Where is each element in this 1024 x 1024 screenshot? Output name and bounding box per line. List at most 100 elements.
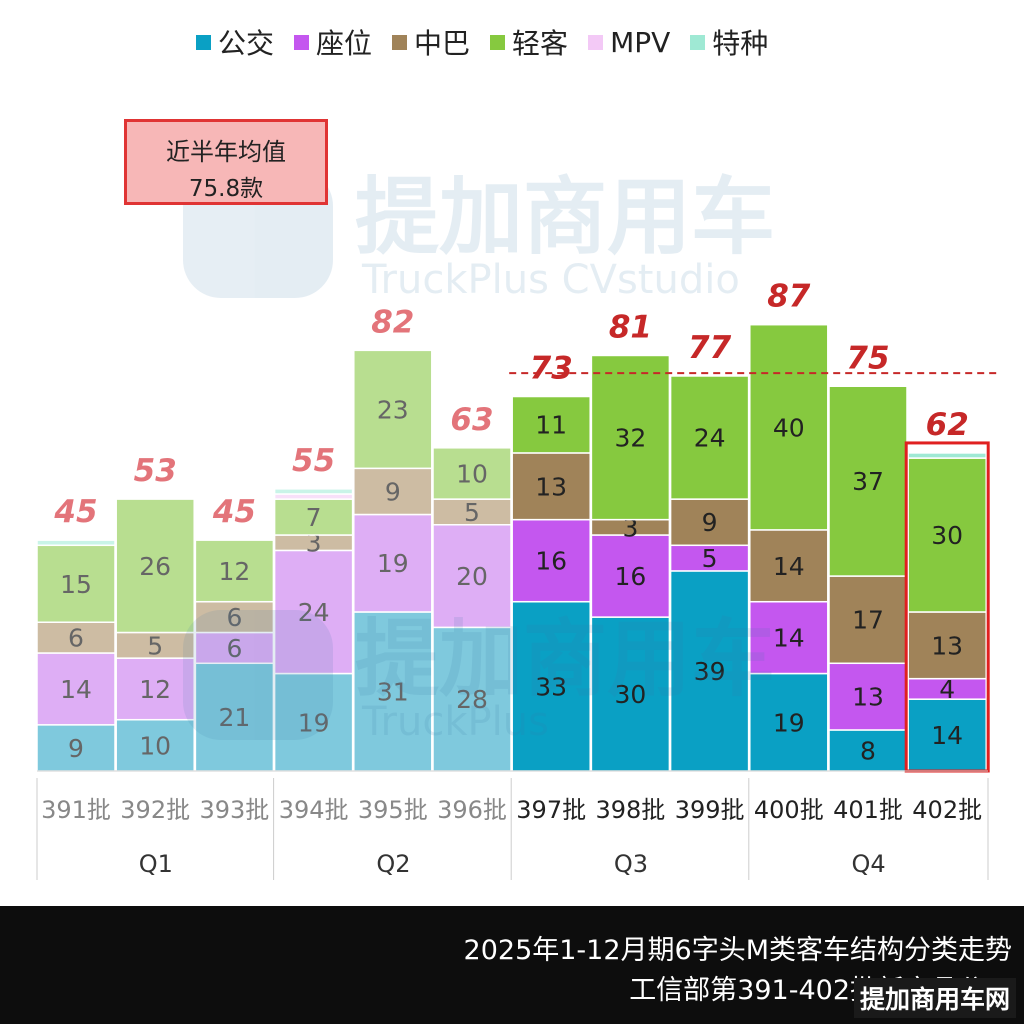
category-tick-label: 396批 xyxy=(437,796,507,824)
legend-swatch xyxy=(294,34,310,50)
bar-segment xyxy=(115,657,195,721)
segment-value-label: 9 xyxy=(68,734,84,763)
bar-segment xyxy=(432,447,512,500)
bar-segment xyxy=(432,524,512,629)
legend-item: MPV xyxy=(588,26,670,59)
bar-segment xyxy=(353,513,433,613)
bar-segment xyxy=(273,493,354,500)
segment-value-label: 9 xyxy=(385,477,401,506)
segment-value-label: 5 xyxy=(147,631,163,660)
bar-segment xyxy=(828,385,908,577)
segment-value-label: 3 xyxy=(306,529,322,558)
bar-segment xyxy=(511,452,591,521)
total-label: 63 xyxy=(450,402,493,438)
segment-value-label: 24 xyxy=(298,598,330,627)
bar-segment xyxy=(194,539,275,603)
category-tick-label: 397批 xyxy=(516,796,586,824)
segment-value-label: 4 xyxy=(939,675,955,704)
bar-segment xyxy=(669,544,750,572)
category-tick-label: 393批 xyxy=(199,796,269,824)
total-label: 53 xyxy=(134,453,177,489)
segment-value-label: 21 xyxy=(218,703,250,732)
bar-segment xyxy=(907,452,987,459)
total-label: 81 xyxy=(609,309,652,345)
total-label: 45 xyxy=(212,494,256,530)
segment-value-label: 13 xyxy=(535,472,567,501)
bar-segment xyxy=(907,457,987,613)
legend-label: 中巴 xyxy=(414,27,471,60)
footer-title: 2025年1-12月期6字头M类客车结构分类走势 xyxy=(463,935,1012,966)
legend-swatch xyxy=(196,34,211,50)
segment-value-label: 10 xyxy=(139,731,171,760)
bar-segment xyxy=(590,616,671,772)
bar-segment xyxy=(36,544,116,623)
segment-value-label: 28 xyxy=(456,685,488,714)
segment-value-label: 26 xyxy=(139,552,171,581)
total-label: 77 xyxy=(688,330,732,366)
segment-value-label: 3 xyxy=(622,513,638,542)
bar-segment xyxy=(115,631,195,659)
total-label: 55 xyxy=(292,443,335,479)
bar-segment xyxy=(115,498,195,634)
bar-segment xyxy=(907,611,987,680)
legend-swatch xyxy=(490,34,506,50)
segment-value-label: 10 xyxy=(456,459,488,488)
category-tick-label: 391批 xyxy=(41,796,111,824)
segment-value-label: 7 xyxy=(306,503,322,532)
legend-item: 中巴 xyxy=(392,22,470,62)
legend-item: 公交 xyxy=(196,22,274,62)
segment-value-label: 19 xyxy=(298,708,330,737)
bar-segment xyxy=(36,539,116,547)
segment-value-label: 19 xyxy=(377,549,409,578)
bar-segment xyxy=(511,395,591,454)
group-label: Q1 xyxy=(139,850,173,878)
bar-segment xyxy=(511,600,591,772)
segment-value-label: 32 xyxy=(614,424,646,453)
total-label: 82 xyxy=(371,304,414,340)
segment-value-label: 14 xyxy=(773,624,805,653)
bar-segment xyxy=(828,575,908,665)
watermark-en: TruckPlus xyxy=(361,699,549,745)
segment-value-label: 30 xyxy=(614,680,646,709)
legend-label: 特种 xyxy=(712,27,769,60)
source-badge: 提加商用车网 xyxy=(853,978,1016,1018)
bar-segment xyxy=(36,724,116,772)
bar-segment xyxy=(749,600,829,675)
segment-value-label: 5 xyxy=(464,498,480,527)
group-label: Q3 xyxy=(614,850,648,878)
average-value: 75.8款 xyxy=(188,176,264,202)
bar-segment xyxy=(590,354,671,521)
bar-segment xyxy=(115,718,195,772)
legend-item: 座位 xyxy=(294,22,372,62)
bar-segment xyxy=(432,626,512,772)
legend-swatch xyxy=(588,34,604,50)
bar-segment xyxy=(828,662,908,731)
bar-segment xyxy=(273,498,354,536)
segment-value-label: 14 xyxy=(773,552,805,581)
legend-item: 特种 xyxy=(690,22,768,62)
legend-label: 公交 xyxy=(218,27,275,60)
watermark-logo-icon xyxy=(183,610,333,740)
category-tick-label: 392批 xyxy=(120,796,190,824)
watermark-en: TruckPlus CVstudio xyxy=(361,257,740,303)
bar-segment xyxy=(273,488,354,495)
segment-value-label: 33 xyxy=(535,672,567,701)
segment-value-label: 20 xyxy=(456,562,488,591)
category-tick-label: 398批 xyxy=(595,796,665,824)
chart-legend: 公交 座位 中巴 轻客 MPV 特种 xyxy=(196,24,788,60)
segment-value-label: 6 xyxy=(226,634,242,663)
legend-swatch xyxy=(690,34,706,50)
segment-value-label: 13 xyxy=(931,631,963,660)
segment-value-label: 14 xyxy=(931,721,963,750)
legend-item: 轻客 xyxy=(490,22,568,62)
bar-segment xyxy=(194,600,275,634)
watermark-cn: 提加商用车 xyxy=(355,610,775,708)
segment-value-label: 6 xyxy=(68,624,84,653)
category-tick-label: 402批 xyxy=(912,796,982,824)
category-tick-label: 399批 xyxy=(675,796,745,824)
segment-value-label: 24 xyxy=(694,424,726,453)
segment-value-label: 9 xyxy=(702,508,718,537)
bar-segment xyxy=(432,498,512,526)
segment-value-label: 37 xyxy=(852,467,884,496)
